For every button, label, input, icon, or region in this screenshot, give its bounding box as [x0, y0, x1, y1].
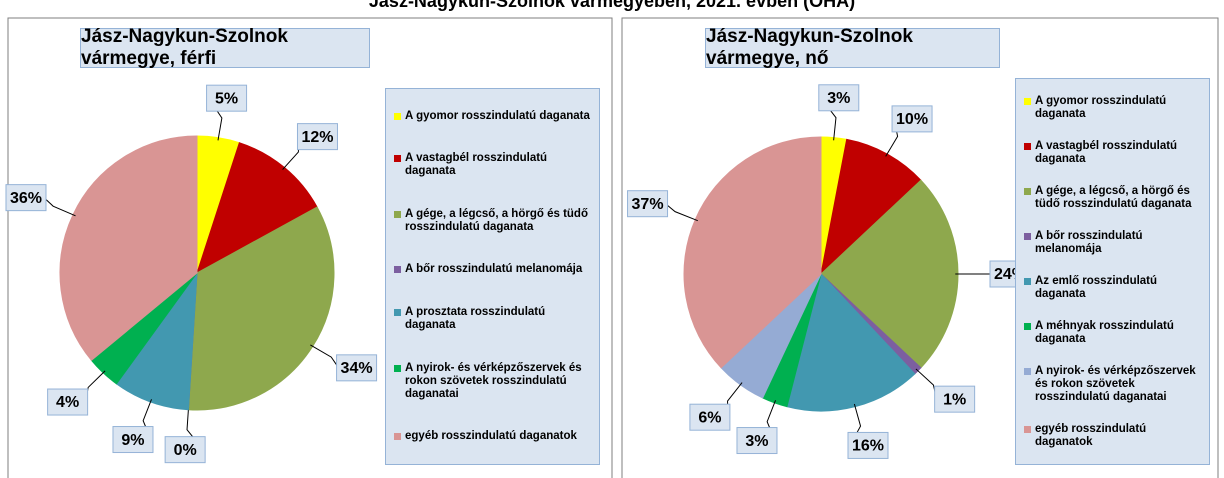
legend-entry: A méhnyak rosszindulatú daganata: [1024, 320, 1201, 346]
data-label: 16%: [852, 438, 884, 455]
legend-entry: Az emlő rosszindulatú daganata: [1024, 275, 1201, 301]
data-label-box: [296, 123, 338, 151]
legend-entry: A gége, a légcső, a hörgő és tüdő rosszi…: [1024, 185, 1201, 211]
data-label: 3%: [745, 433, 768, 450]
legend-swatch: [1024, 97, 1031, 105]
legend-label: A gyomor rosszindulatú daganata: [1035, 94, 1167, 120]
legend: A gyomor rosszindulatú daganata A vastagb…: [385, 88, 600, 465]
data-label: 0%: [174, 442, 197, 459]
data-label-box: [627, 190, 669, 218]
legend-label: egyéb rosszindulatú daganatok: [1035, 422, 1147, 448]
legend-entry: A bőr rosszindulatú melanomája: [1024, 230, 1201, 256]
legend: A gyomor rosszindulatú daganata A vastagb…: [1015, 78, 1210, 465]
legend-swatch: [1024, 232, 1031, 240]
data-label: 3%: [827, 90, 850, 107]
legend-entry: A nyirok- és vérképzőszervek és rokon sz…: [394, 362, 591, 401]
legend-swatch: [1024, 425, 1031, 433]
leader-line: [915, 368, 938, 400]
legend-label: A bőr rosszindulatú melanomája: [405, 263, 583, 276]
data-label: 37%: [632, 196, 664, 213]
legend-swatch: [1024, 322, 1031, 330]
leader-line: [282, 136, 300, 170]
data-label-box: [47, 388, 89, 416]
legend-entry: A vastagbél rosszindulatú daganata: [394, 152, 591, 178]
data-label-box: [818, 84, 860, 112]
legend-label: A gége, a légcső, a hörgő és tüdő rosszi…: [405, 207, 588, 233]
data-label-box: [891, 105, 933, 133]
data-label-box: [847, 431, 889, 459]
data-label: 36%: [10, 190, 42, 207]
legend-swatch: [394, 210, 401, 218]
legend-swatch: [394, 433, 401, 441]
data-label: 34%: [341, 360, 373, 377]
legend-label: A prosztata rosszindulatú daganata: [405, 306, 546, 332]
data-label-box: [206, 84, 248, 112]
legend-entry: egyéb rosszindulatú daganatok: [1024, 423, 1201, 449]
data-label: 5%: [215, 90, 238, 107]
leader-line: [43, 197, 76, 217]
leader-line: [85, 370, 106, 403]
legend-label: A vastagbél rosszindulatú daganata: [1035, 139, 1178, 165]
data-label-box: [112, 426, 154, 454]
legend-entry: A nyirok- és vérképzőszervek és rokon sz…: [1024, 365, 1201, 404]
legend-label: Az emlő rosszindulatú daganata: [1035, 274, 1158, 300]
legend-entry: A gége, a légcső, a hörgő és tüdő rosszi…: [394, 208, 591, 234]
legend-label: A nyirok- és vérképzőszervek és rokon sz…: [405, 361, 582, 400]
legend-label: A vastagbél rosszindulatú daganata: [405, 152, 548, 178]
leader-line: [310, 344, 339, 369]
legend-entry: A bőr rosszindulatú melanomája: [394, 263, 591, 276]
legend-label: A gége, a légcső, a hörgő és tüdő rosszi…: [1035, 184, 1192, 210]
data-label-box: [934, 385, 976, 413]
legend-entry: A vastagbél rosszindulatú daganata: [1024, 140, 1201, 166]
legend-label: A méhnyak rosszindulatú daganata: [1035, 319, 1174, 345]
legend-swatch: [394, 364, 401, 372]
legend-entry: A gyomor rosszindulatú daganata: [394, 110, 591, 123]
data-label: 6%: [698, 409, 721, 426]
legend-entry: egyéb rosszindulatú daganatok: [394, 430, 591, 443]
legend-swatch: [1024, 187, 1031, 195]
data-label-box: [5, 184, 47, 212]
legend-entry: A gyomor rosszindulatú daganata: [1024, 95, 1201, 121]
legend-entry: A prosztata rosszindulatú daganata: [394, 306, 591, 332]
legend-label: egyéb rosszindulatú daganatok: [405, 430, 577, 443]
panel-frame: [621, 17, 1219, 478]
data-label-box: [689, 403, 731, 431]
legend-label: A bőr rosszindulatú melanomája: [1035, 229, 1143, 255]
legend-swatch: [394, 155, 401, 163]
leader-line: [665, 203, 698, 222]
legend-swatch: [1024, 142, 1031, 150]
panel-frame: [7, 17, 613, 478]
data-label: 1%: [943, 391, 966, 408]
data-label-box: [336, 354, 378, 382]
legend-swatch: [394, 266, 401, 274]
data-label: 4%: [56, 394, 79, 411]
data-label: 9%: [121, 432, 144, 449]
page-title: Jász-Nagykun-Szolnok vármegyében, 2021. …: [369, 0, 855, 11]
chart-title: Jász-Nagykun-Szolnok vármegye, férfi: [80, 26, 370, 69]
data-label-box: [736, 427, 778, 455]
legend-swatch: [394, 112, 401, 120]
chart-title: Jász-Nagykun-Szolnok vármegye, nő: [705, 26, 1000, 69]
legend-label: A nyirok- és vérképzőszervek és rokon sz…: [1035, 364, 1196, 403]
data-label: 10%: [896, 111, 928, 128]
data-label: 12%: [301, 129, 333, 146]
legend-swatch: [1024, 367, 1031, 375]
legend-swatch: [1024, 277, 1031, 285]
legend-swatch: [394, 309, 401, 317]
data-label-box: [164, 436, 206, 464]
legend-label: A gyomor rosszindulatú daganata: [405, 109, 590, 122]
